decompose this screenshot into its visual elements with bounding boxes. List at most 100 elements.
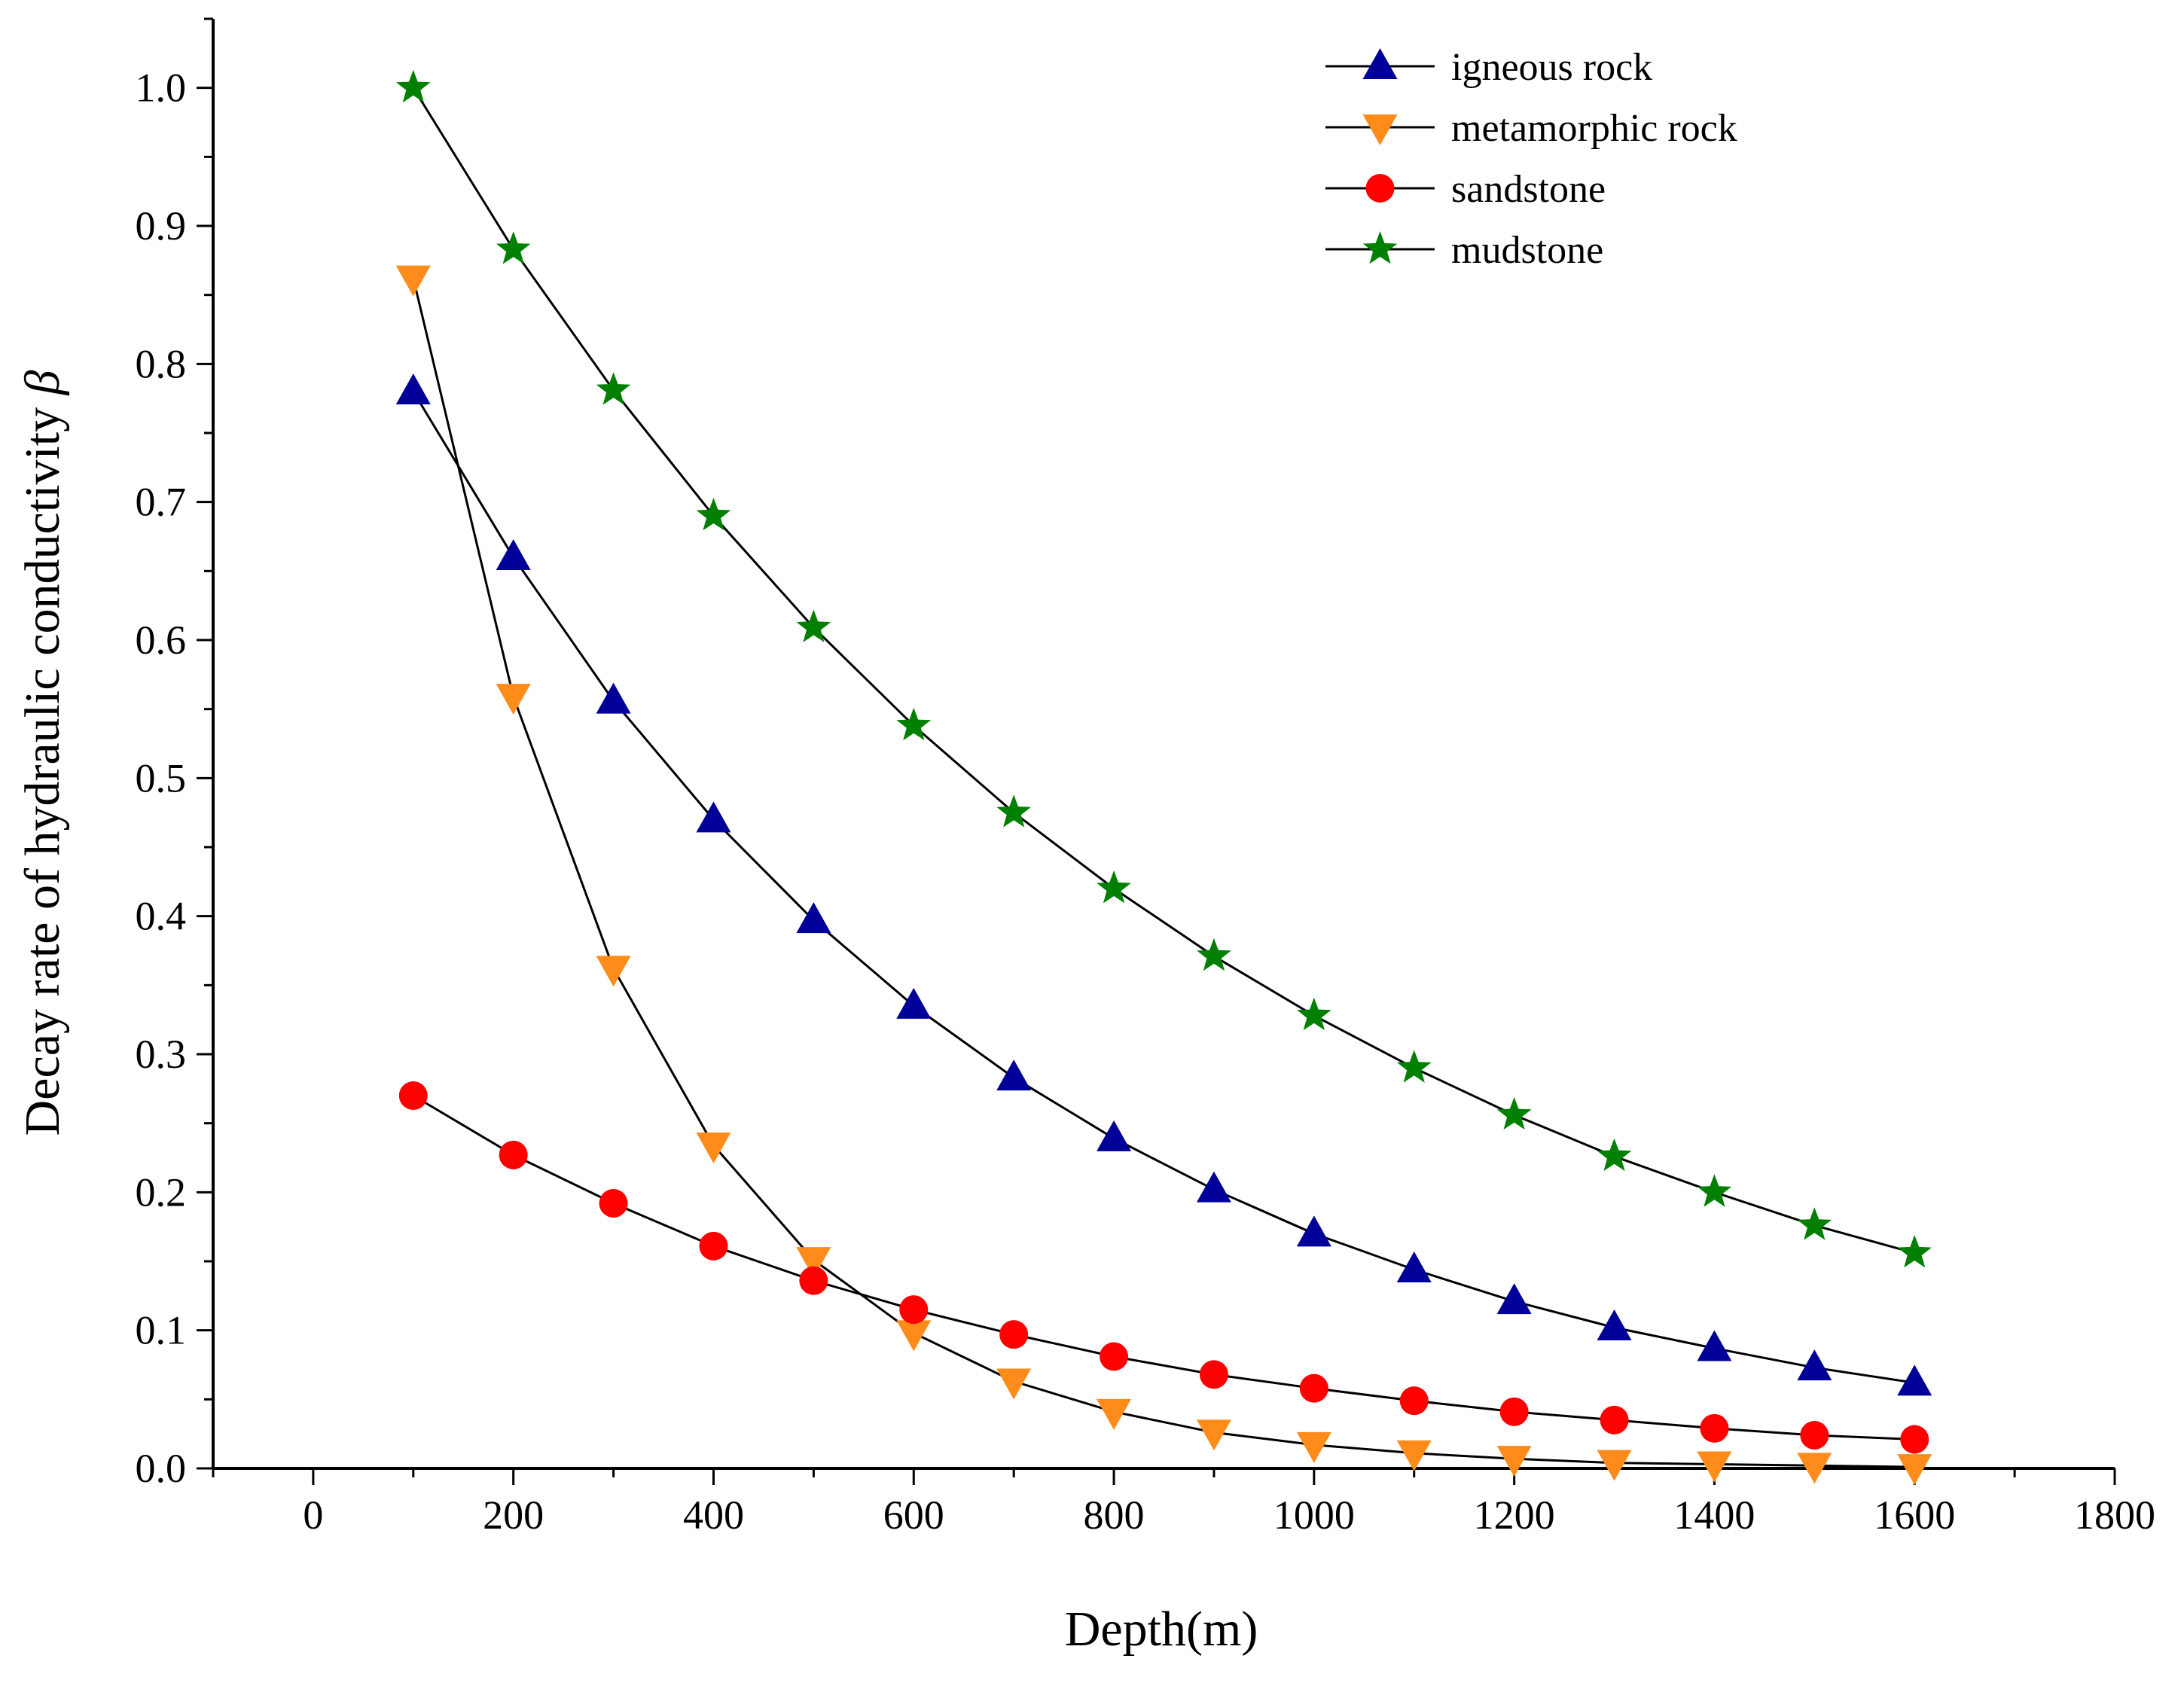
y-axis-title-symbol: β (15, 370, 70, 396)
data-point-igneous-rock (996, 1059, 1032, 1091)
axes (212, 19, 2115, 1470)
y-tick-label: 0.0 (136, 1446, 187, 1491)
series-sandstone (398, 1081, 1929, 1454)
legend-label-sandstone: sandstone (1451, 168, 1606, 211)
x-tick-label: 400 (683, 1492, 744, 1538)
data-point-metamorphic-rock (596, 956, 631, 987)
y-tick-label: 0.1 (136, 1308, 187, 1353)
data-point-igneous-rock (1196, 1171, 1231, 1203)
data-point-mudstone (1496, 1096, 1532, 1130)
data-point-sandstone (599, 1189, 628, 1218)
data-point-metamorphic-rock (395, 265, 431, 297)
y-tick-label: 0.6 (136, 617, 187, 663)
series-line-igneous-rock (412, 391, 1915, 1384)
data-point-mudstone (1197, 937, 1231, 971)
data-point-metamorphic-rock (1396, 1440, 1432, 1471)
data-point-mudstone (996, 794, 1031, 828)
legend: igneous rock metamorphic rock sandstone mud… (1325, 46, 1737, 272)
data-point-mudstone (1697, 1174, 1732, 1207)
data-point-igneous-rock (896, 987, 932, 1019)
x-tick-label: 1800 (2074, 1492, 2155, 1538)
data-point-sandstone (1399, 1386, 1429, 1416)
data-point-metamorphic-rock (1196, 1419, 1231, 1451)
data-point-mudstone (396, 69, 431, 103)
data-point-mudstone (1797, 1207, 1832, 1240)
series-line-mudstone (412, 87, 1915, 1255)
series-line-metamorphic-rock (412, 278, 1915, 1468)
data-point-mudstone (1297, 997, 1331, 1031)
data-point-metamorphic-rock (696, 1133, 731, 1163)
y-tick-label: 0.8 (136, 341, 187, 386)
series-metamorphic-rock (395, 265, 1932, 1486)
data-point-metamorphic-rock (796, 1247, 831, 1279)
data-point-sandstone (1299, 1373, 1328, 1403)
x-tick-label: 1200 (1474, 1492, 1555, 1538)
y-axis-title: Decay rate of hydraulic conductivity β (15, 370, 70, 1136)
data-point-sandstone (1700, 1413, 1729, 1443)
x-tick-label: 1600 (1874, 1492, 1955, 1538)
data-point-mudstone (796, 609, 831, 642)
x-tick-label: 1400 (1673, 1492, 1755, 1538)
data-point-sandstone (799, 1266, 828, 1295)
y-tick-label: 1.0 (136, 66, 187, 111)
legend-item-igneous-rock: igneous rock (1325, 46, 1652, 89)
y-tick-label: 0.2 (136, 1169, 187, 1215)
y-tick-label: 0.9 (136, 203, 187, 248)
series-line-sandstone (413, 1094, 1915, 1441)
legend-label-mudstone: mudstone (1451, 229, 1603, 272)
data-point-metamorphic-rock (1797, 1453, 1832, 1484)
data-point-metamorphic-rock (1897, 1454, 1932, 1486)
data-point-igneous-rock (1897, 1364, 1932, 1396)
data-point-sandstone (1600, 1405, 1629, 1434)
x-axis-title: Depth(m) (1065, 1602, 1258, 1657)
data-point-mudstone (1396, 1050, 1432, 1083)
data-point-metamorphic-rock (996, 1368, 1032, 1400)
data-point-metamorphic-rock (896, 1320, 932, 1352)
x-tick-label: 800 (1084, 1492, 1145, 1538)
data-point-igneous-rock (1697, 1330, 1732, 1361)
x-ticks: 0 200 400 600 800 1000 1200 1400 1600 1800 (212, 1468, 2155, 1538)
data-point-igneous-rock (496, 539, 531, 570)
data-point-sandstone (398, 1081, 428, 1110)
data-point-sandstone (1199, 1360, 1228, 1389)
data-point-mudstone (496, 231, 531, 264)
data-point-igneous-rock (395, 373, 431, 404)
legend-label-igneous-rock: igneous rock (1451, 46, 1652, 89)
data-point-sandstone (499, 1140, 528, 1169)
data-point-mudstone (1897, 1235, 1932, 1268)
data-point-igneous-rock (696, 801, 731, 833)
legend-label-metamorphic-rock: metamorphic rock (1451, 107, 1737, 150)
y-tick-label: 0.5 (136, 755, 187, 800)
y-axis-title-text: Decay rate of hydraulic conductivity (15, 395, 70, 1136)
data-point-mudstone (696, 498, 731, 531)
data-point-igneous-rock (796, 902, 831, 934)
data-point-igneous-rock (1097, 1120, 1132, 1151)
data-point-igneous-rock (1496, 1283, 1532, 1315)
legend-item-mudstone: mudstone (1325, 229, 1603, 272)
data-point-metamorphic-rock (496, 684, 531, 715)
data-point-sandstone (999, 1320, 1029, 1349)
data-point-metamorphic-rock (1496, 1446, 1532, 1477)
legend-marker-metamorphic-rock (1362, 114, 1398, 145)
legend-marker-mudstone (1362, 231, 1398, 264)
data-point-mudstone (896, 707, 932, 741)
data-point-mudstone (1597, 1138, 1632, 1172)
data-point-mudstone (596, 372, 631, 405)
data-point-sandstone (1800, 1421, 1829, 1450)
legend-item-metamorphic-rock: metamorphic rock (1325, 107, 1737, 150)
data-point-igneous-rock (1396, 1252, 1432, 1282)
legend-marker-igneous-rock (1362, 48, 1398, 79)
data-point-sandstone (1499, 1397, 1529, 1426)
data-point-metamorphic-rock (1097, 1398, 1132, 1430)
data-point-metamorphic-rock (1697, 1451, 1732, 1483)
data-point-igneous-rock (1597, 1309, 1632, 1340)
series-layer (395, 69, 1932, 1486)
y-tick-label: 0.7 (136, 480, 187, 525)
series-mudstone (396, 69, 1932, 1268)
x-tick-label: 1000 (1273, 1492, 1355, 1538)
y-tick-label: 0.4 (136, 894, 187, 939)
legend-marker-sandstone (1365, 174, 1395, 203)
y-tick-label: 0.3 (136, 1032, 187, 1077)
x-tick-label: 200 (483, 1492, 544, 1538)
